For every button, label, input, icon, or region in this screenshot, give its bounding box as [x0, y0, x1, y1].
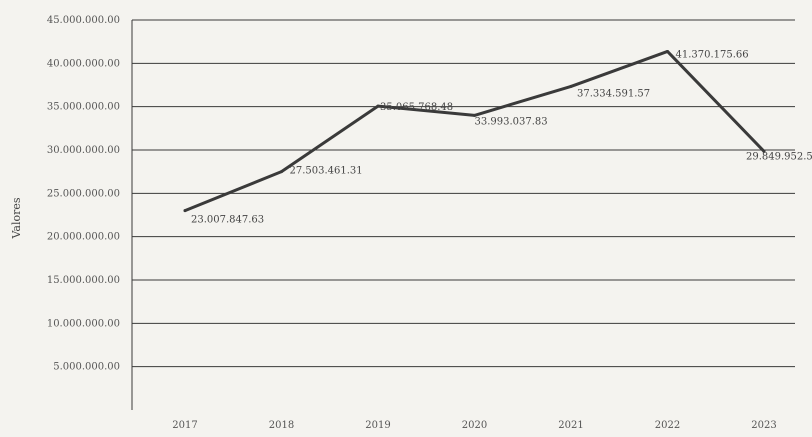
data-labels: 23.007.847.63 27.503.461.31 35.065.768.48 3… [191, 49, 812, 225]
y-tick-label: 25.000.000.00 [47, 188, 120, 199]
data-point [183, 209, 187, 213]
y-tick-label: 30.000.000.00 [47, 145, 120, 156]
data-label: 35.065.768.48 [380, 102, 453, 113]
y-tick-labels: 5.000.000.00 10.000.000.00 15.000.000.00 20… [47, 15, 120, 373]
y-tick-label: 5.000.000.00 [53, 362, 120, 373]
data-label: 23.007.847.63 [191, 215, 264, 226]
y-tick-label: 40.000.000.00 [47, 58, 120, 69]
data-point [666, 49, 669, 53]
x-tick-labels: 2017 2018 2019 2020 2021 2022 2023 [172, 420, 776, 431]
x-tick-label: 2019 [365, 420, 390, 431]
data-label: 41.370.175.66 [676, 49, 749, 60]
data-label: 29.849.952.50 [746, 151, 812, 162]
series-line [183, 49, 766, 213]
x-tick-label: 2021 [558, 420, 583, 431]
data-label: 33.993.037.83 [475, 116, 548, 127]
data-point [473, 113, 476, 117]
series-layer [183, 49, 766, 213]
data-point [376, 104, 380, 108]
x-tick-label: 2020 [462, 420, 487, 431]
y-tick-label: 45.000.000.00 [47, 15, 120, 26]
y-tick-label: 10.000.000.00 [47, 318, 120, 329]
y-axis-label: Valores [10, 197, 23, 239]
grid-lines [131, 19, 795, 410]
data-label: 27.503.461.31 [290, 166, 363, 177]
data-point [280, 170, 283, 174]
x-tick-label: 2017 [172, 420, 197, 431]
data-point [762, 149, 766, 153]
y-tick-label: 15.000.000.00 [47, 275, 120, 286]
x-tick-label: 2022 [655, 420, 680, 431]
y-tick-label: 20.000.000.00 [47, 232, 120, 243]
data-label: 37.334.591.57 [577, 88, 650, 99]
x-tick-label: 2023 [751, 420, 776, 431]
x-tick-label: 2018 [269, 420, 294, 431]
data-point [569, 84, 573, 88]
y-tick-label: 35.000.000.00 [47, 102, 120, 113]
